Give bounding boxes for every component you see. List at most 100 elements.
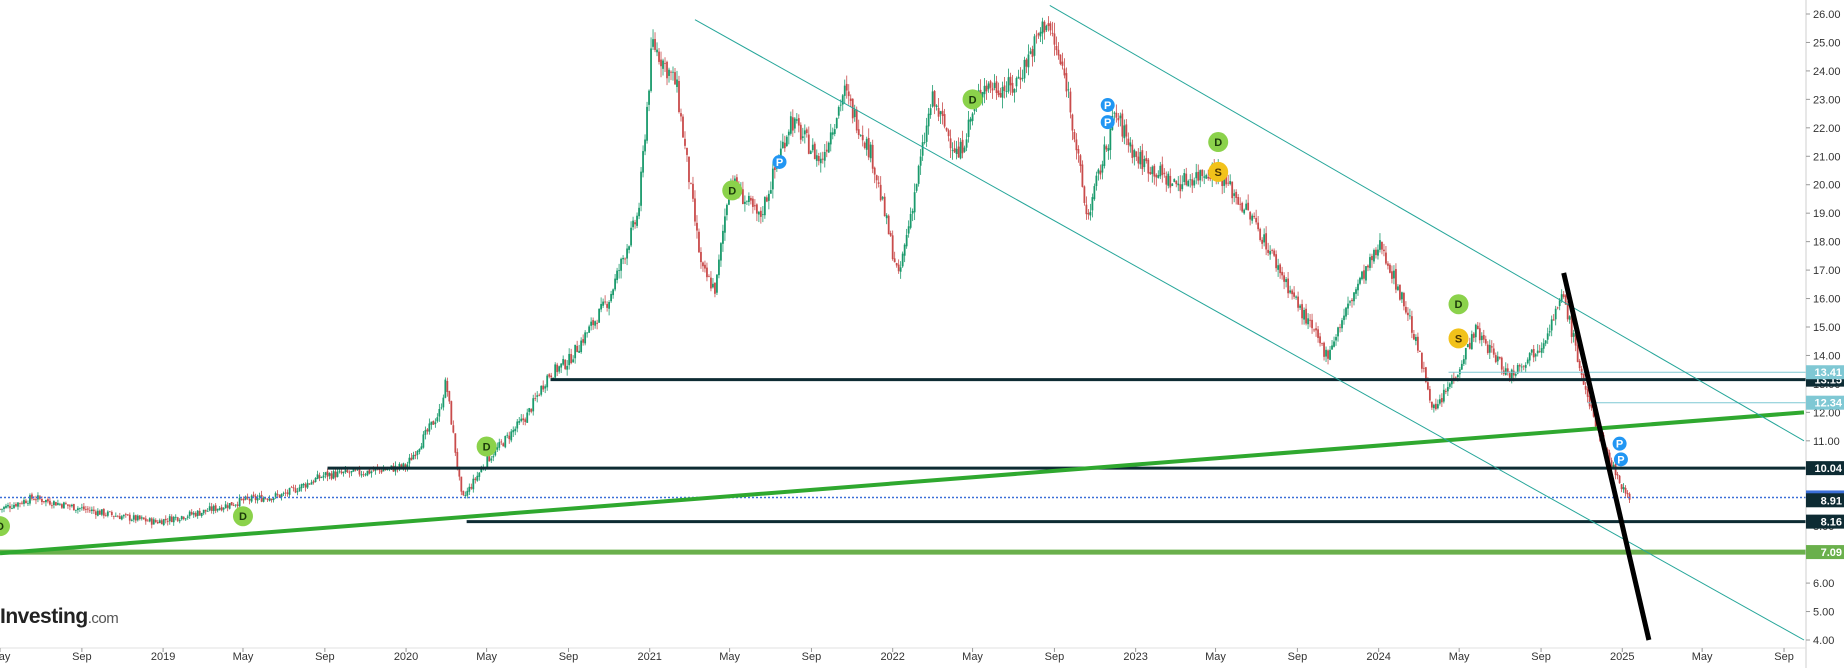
candle-body [230,502,233,506]
candle-body [1413,334,1415,340]
candle-body [1043,21,1046,33]
candle-body [1143,158,1146,168]
candle-body [1616,474,1619,476]
candle-body [692,183,694,199]
candle-body [200,512,203,516]
candle-body [1063,68,1066,76]
candle-body [855,109,858,131]
candle-body [540,385,543,395]
candle-body [1173,179,1176,182]
candle-body [1419,351,1421,352]
candle-body [1141,150,1144,170]
candle-body [188,511,191,517]
candle-body [1608,452,1611,461]
time-tick-label: 2021 [637,651,661,663]
candle-body [11,508,13,509]
candle-body [861,134,864,141]
candle-body [570,354,573,364]
candle-body [1065,73,1068,92]
candle-body [686,147,688,155]
candle-body [1027,54,1030,68]
candle-body [867,137,870,158]
candle-body [933,91,936,107]
candle-body [843,85,846,96]
candle-body [7,505,9,507]
candle-body [246,496,249,499]
candle-body [448,391,451,402]
candle-body [1379,240,1381,250]
candle-body [464,495,467,496]
candle-body [270,498,273,501]
candle-body [1436,404,1439,409]
candle-body [963,147,966,152]
candle-body [1003,85,1006,91]
candle-body [857,129,860,136]
candle-body [761,214,764,216]
candle-body [1385,252,1387,264]
candle-body [1295,296,1297,298]
candle-body [1526,359,1529,364]
candle-body [1424,367,1427,382]
candle-body [582,339,585,343]
candle-body [1175,180,1178,185]
d-event-marker [962,89,983,110]
candle-body [1127,138,1130,146]
candle-body [65,503,67,505]
candle-body [1231,181,1234,199]
candle-body [314,478,317,482]
price-tick-label: 6.00 [1813,578,1834,590]
candle-body [336,471,339,477]
price-tag [1806,461,1844,476]
candle-body [1367,265,1369,268]
candle-body [214,505,217,511]
candle-body [542,385,545,390]
candle-body [1552,319,1555,321]
candle-body [1169,175,1172,188]
candle-body [1311,319,1313,329]
candle-body [620,258,622,271]
candle-body [1229,181,1232,185]
candle-body [49,500,51,505]
candle-body [1167,173,1170,186]
candle-body [122,515,125,517]
candle-body [1281,271,1284,276]
candle-body [120,516,123,520]
candle-body [1466,344,1469,348]
candle-body [1496,356,1499,362]
candle-body [1227,182,1230,184]
candle-body [1113,112,1116,114]
candle-body [1185,173,1188,185]
price-tag [1806,493,1844,508]
candle-body [136,515,139,521]
candle-body [446,381,449,392]
candle-body [965,139,968,148]
candle-body [1588,395,1591,407]
candle-body [795,119,798,121]
candle-body [745,200,748,202]
candle-body [714,282,716,294]
candle-body [472,478,475,490]
candle-body [300,484,303,489]
candle-body [31,494,33,499]
candle-body [206,511,209,512]
brand-suffix: .com [87,610,119,627]
candle-body [180,516,183,520]
candle-body [596,322,599,324]
candle-body [1434,403,1437,410]
candle-body [312,481,315,483]
candle-body [1153,165,1156,177]
candle-body [821,158,824,160]
candle-body [1095,175,1098,187]
candle-body [340,471,343,474]
candle-body [891,235,894,260]
candle-body [324,472,327,476]
candle-body [266,499,269,501]
candle-body [1243,209,1246,214]
price-tag-label: 8.16 [1821,517,1842,529]
candle-body [1500,357,1503,370]
candle-body [672,71,674,73]
candle-body [757,211,760,215]
candle-body [1131,144,1134,158]
candle-body [536,395,539,397]
